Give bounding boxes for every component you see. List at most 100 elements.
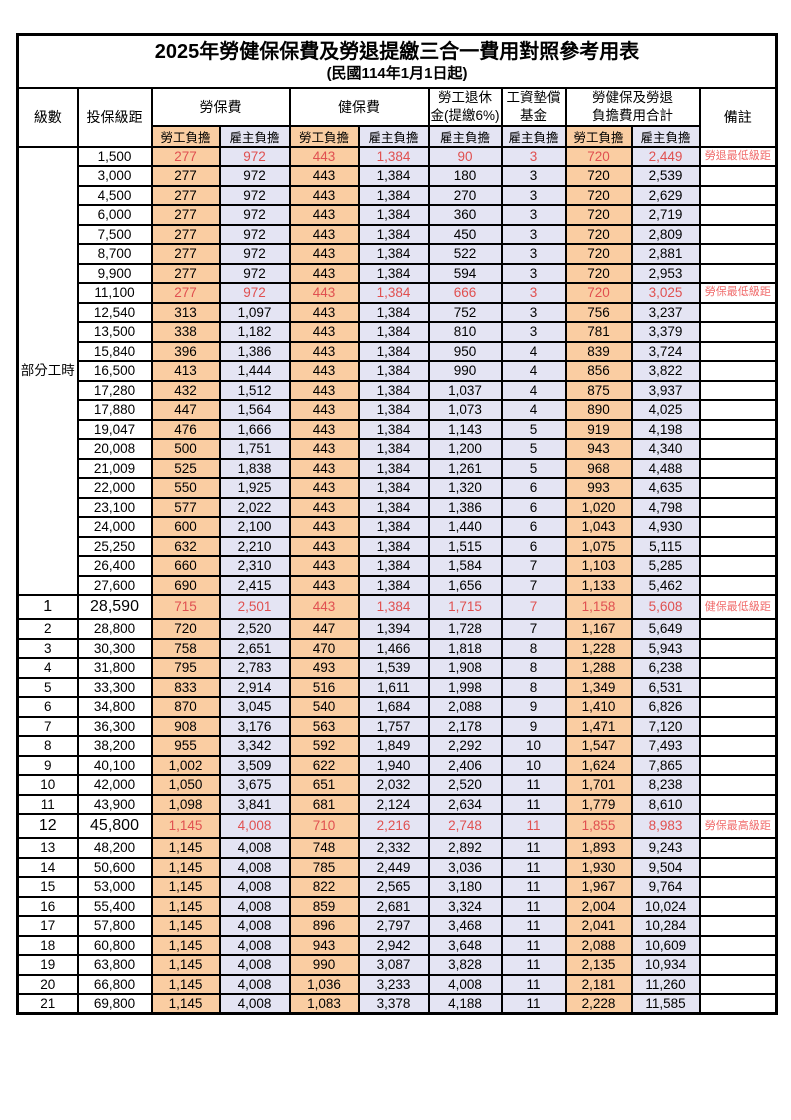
- health-employee-cell: 443: [288, 496, 360, 518]
- total-employer-cell: 4,635: [630, 477, 701, 499]
- bracket-cell: 31,800: [76, 657, 153, 679]
- health-employee-cell: 443: [288, 555, 360, 577]
- total-employee-cell: 2,228: [564, 993, 633, 1015]
- total-employee-cell: 1,133: [564, 574, 633, 596]
- total-employee-cell: 856: [564, 360, 633, 382]
- labor-employee-cell: 1,145: [150, 954, 221, 976]
- total-employee-cell: 1,701: [564, 774, 633, 796]
- health-employee-cell: 563: [288, 715, 360, 737]
- wage-fund-employer-cell: 5: [500, 418, 567, 440]
- pension-employer-cell: 450: [427, 223, 503, 245]
- bracket-cell: 11,100: [76, 282, 153, 304]
- wage-fund-employer-cell: 3: [500, 243, 567, 265]
- remark-cell: 勞保最高級距: [698, 813, 778, 839]
- total-employee-cell: 1,020: [564, 496, 633, 518]
- total-employer-cell: 6,826: [630, 696, 701, 718]
- total-employee-cell: 839: [564, 340, 633, 362]
- pension-employer-cell: 2,634: [427, 793, 503, 815]
- reference-table-sheet: 2025年勞健保保費及勞退提繳三合一費用對照參考用表 (民國114年1月1日起)…: [16, 33, 779, 1015]
- labor-employee-cell: 795: [150, 657, 221, 679]
- labor-employer-cell: 1,386: [218, 340, 291, 362]
- pension-employer-cell: 1,386: [427, 496, 503, 518]
- table-row: 21 69,800 1,145 4,008 1,083 3,378 4,188 11 2,228…: [16, 993, 778, 1015]
- bracket-cell: 27,600: [76, 574, 153, 596]
- table-row: 26,400 660 2,310 443 1,384 1,584 7 1,103 5,285: [18, 555, 778, 577]
- labor-employer-cell: 972: [218, 165, 291, 187]
- table-row: 20,008 500 1,751 443 1,384 1,200 5 943 4,340: [18, 438, 778, 460]
- total-employee-cell: 2,135: [564, 954, 633, 976]
- health-employer-cell: 1,384: [357, 145, 430, 167]
- wage-fund-employer-cell: 3: [500, 204, 567, 226]
- health-employer-cell: 1,384: [357, 184, 430, 206]
- remark-cell: [698, 856, 778, 878]
- labor-employee-cell: 1,145: [150, 856, 221, 878]
- health-employer-cell: 1,384: [357, 418, 430, 440]
- labor-employer-cell: 1,444: [218, 360, 291, 382]
- premium-reference-table: 2025年勞健保保費及勞退提繳三合一費用對照參考用表 (民國114年1月1日起)…: [16, 33, 779, 1015]
- total-employer-cell: 9,243: [630, 837, 701, 859]
- total-employer-cell: 4,025: [630, 399, 701, 421]
- bracket-cell: 13,500: [76, 321, 153, 343]
- health-employee-cell: 443: [288, 243, 360, 265]
- labor-employer-cell: 2,022: [218, 496, 291, 518]
- pension-employer-cell: 2,088: [427, 696, 503, 718]
- pension-employer-cell: 1,728: [427, 618, 503, 640]
- total-employee-cell: 1,855: [564, 813, 633, 839]
- wage-fund-employer-cell: 3: [500, 145, 567, 167]
- total-employer-cell: 8,983: [630, 813, 701, 839]
- pension-employer-cell: 3,036: [427, 856, 503, 878]
- table-row: 27,600 690 2,415 443 1,384 1,656 7 1,133 5,462: [18, 574, 778, 596]
- labor-employer-cell: 1,512: [218, 379, 291, 401]
- bracket-cell: 48,200: [76, 837, 153, 859]
- health-employer-cell: 1,384: [357, 360, 430, 382]
- wage-fund-employer-cell: 7: [500, 618, 567, 640]
- pension-employer-cell: 1,818: [427, 637, 503, 659]
- remark-cell: [698, 993, 778, 1015]
- health-employer-cell: 1,384: [357, 262, 430, 284]
- remark-cell: [698, 496, 778, 518]
- health-employee-cell: 443: [288, 516, 360, 538]
- labor-employer-cell: 4,008: [218, 973, 291, 995]
- health-employee-cell: 540: [288, 696, 360, 718]
- labor-employer-cell: 4,008: [218, 813, 291, 839]
- labor-employer-cell: 1,751: [218, 438, 291, 460]
- labor-employer-cell: 2,310: [218, 555, 291, 577]
- remark-cell: 健保最低級距: [698, 594, 778, 620]
- remark-cell: [698, 934, 778, 956]
- health-employee-cell: 443: [288, 165, 360, 187]
- labor-employee-cell: 1,002: [150, 754, 221, 776]
- total-employer-cell: 2,881: [630, 243, 701, 265]
- pension-employer-cell: 3,180: [427, 876, 503, 898]
- total-employee-cell: 919: [564, 418, 633, 440]
- health-employer-cell: 2,797: [357, 915, 430, 937]
- level-cell: 21: [16, 993, 79, 1015]
- level-cell: 15: [16, 876, 79, 898]
- bracket-cell: 40,100: [76, 754, 153, 776]
- health-employee-cell: 443: [288, 438, 360, 460]
- bracket-cell: 3,000: [76, 165, 153, 187]
- remark-cell: [698, 379, 778, 401]
- table-row: 12,540 313 1,097 443 1,384 752 3 756 3,237: [18, 301, 778, 323]
- labor-employer-cell: 1,182: [218, 321, 291, 343]
- remark-cell: [698, 618, 778, 640]
- health-employer-cell: 1,849: [357, 735, 430, 757]
- total-employer-cell: 2,809: [630, 223, 701, 245]
- table-row: 4 31,800 795 2,783 493 1,539 1,908 8 1,288 6,238: [16, 657, 778, 679]
- bracket-cell: 45,800: [76, 813, 153, 839]
- remark-cell: [698, 876, 778, 898]
- remark-cell: [698, 360, 778, 382]
- pension-employer-cell: 522: [427, 243, 503, 265]
- total-employer-cell: 7,865: [630, 754, 701, 776]
- pension-employer-cell: 810: [427, 321, 503, 343]
- table-row: 11 43,900 1,098 3,841 681 2,124 2,634 11 1,779 8,…: [16, 793, 778, 815]
- header-wage-arrears-fund: 工資墊償 基金: [500, 86, 567, 127]
- pension-employer-cell: 2,406: [427, 754, 503, 776]
- subheader-total-employee-share: 勞工負擔: [564, 124, 633, 148]
- health-employer-cell: 1,384: [357, 535, 430, 557]
- pension-employer-cell: 950: [427, 340, 503, 362]
- total-employer-cell: 3,724: [630, 340, 701, 362]
- pension-employer-cell: 1,515: [427, 535, 503, 557]
- total-employee-cell: 1,547: [564, 735, 633, 757]
- bracket-cell: 20,008: [76, 438, 153, 460]
- table-row: 14 50,600 1,145 4,008 785 2,449 3,036 11 1,930 9,…: [16, 856, 778, 878]
